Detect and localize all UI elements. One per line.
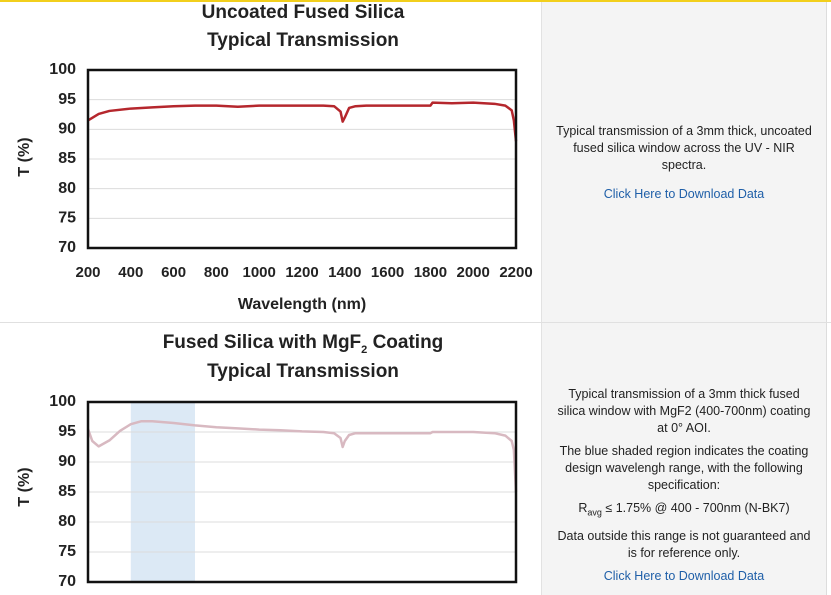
divider xyxy=(0,322,831,323)
y-tick-label: 85 xyxy=(58,483,76,500)
data-line xyxy=(87,101,518,142)
plot-frame xyxy=(86,400,518,584)
info-panel: Typical transmission of a 3mm thick fuse… xyxy=(541,323,827,595)
spec-symbol: R xyxy=(578,501,588,515)
x-tick-label: 1800 xyxy=(414,264,447,281)
charts: Uncoated Fused Silica Typical Transmissio… xyxy=(16,2,532,590)
y-tick-label: 70 xyxy=(58,239,76,256)
x-tick-label: 1600 xyxy=(371,264,404,281)
y-tick-label: 70 xyxy=(58,573,76,590)
x-tick-label: 1200 xyxy=(285,264,318,281)
title-part: Fused Silica with MgF xyxy=(163,332,361,353)
chart-subtitle: Typical Transmission xyxy=(207,361,399,382)
x-tick-label: 2200 xyxy=(499,264,532,281)
x-tick-label: 400 xyxy=(118,264,143,281)
x-tick-label: 800 xyxy=(204,264,229,281)
y-tick-label: 80 xyxy=(58,180,76,197)
plot-frame xyxy=(86,68,518,250)
panel-text: The blue shaded region indicates the coa… xyxy=(559,444,809,492)
title-part: 2 xyxy=(361,344,367,356)
y-axis-label: T (%) xyxy=(16,467,33,506)
spec: Ravg ≤ 1.75% @ 400 - 700nm (N-BK7) xyxy=(554,500,814,522)
download-link[interactable]: Click Here to Download Data xyxy=(603,187,765,201)
y-tick-label: 90 xyxy=(58,453,76,470)
x-tick-label: 2000 xyxy=(457,264,490,281)
title-part: Uncoated Fused Silica xyxy=(202,2,405,23)
y-tick-label: 75 xyxy=(58,210,76,227)
x-tick-label: 200 xyxy=(75,264,100,281)
panel-note: Data outside this range is not guarantee… xyxy=(557,528,811,560)
chart-title: Uncoated Fused Silica xyxy=(202,2,405,23)
x-axis-label: Wavelength (nm) xyxy=(238,296,366,313)
y-tick-label: 95 xyxy=(58,423,76,440)
y-tick-label: 80 xyxy=(58,513,76,530)
data-line xyxy=(86,419,518,493)
y-tick-label: 95 xyxy=(58,91,76,108)
spec-subscript: avg xyxy=(587,507,602,518)
y-tick-label: 100 xyxy=(49,61,76,78)
panel-text: Typical transmission of a 3mm thick fuse… xyxy=(557,387,811,435)
x-tick-label: 1400 xyxy=(328,264,361,281)
info-panel: Typical transmission of a 3mm thick, unc… xyxy=(541,2,827,322)
chart-subtitle: Typical Transmission xyxy=(207,30,399,51)
y-tick-label: 85 xyxy=(58,150,76,167)
title-part: Coating xyxy=(367,332,443,353)
y-tick-label: 90 xyxy=(58,121,76,138)
y-tick-label: 75 xyxy=(58,543,76,560)
chart-title: Fused Silica with MgF2 Coating xyxy=(163,332,444,356)
panel-text: Typical transmission of a 3mm thick, unc… xyxy=(556,124,812,172)
top-border xyxy=(0,0,831,2)
x-tick-label: 1000 xyxy=(243,264,276,281)
download-link[interactable]: Click Here to Download Data xyxy=(603,568,765,583)
x-tick-label: 600 xyxy=(161,264,186,281)
y-tick-label: 100 xyxy=(49,393,76,410)
y-axis-label: T (%) xyxy=(16,137,33,176)
spec-text: ≤ 1.75% @ 400 - 700nm (N-BK7) xyxy=(601,501,790,515)
